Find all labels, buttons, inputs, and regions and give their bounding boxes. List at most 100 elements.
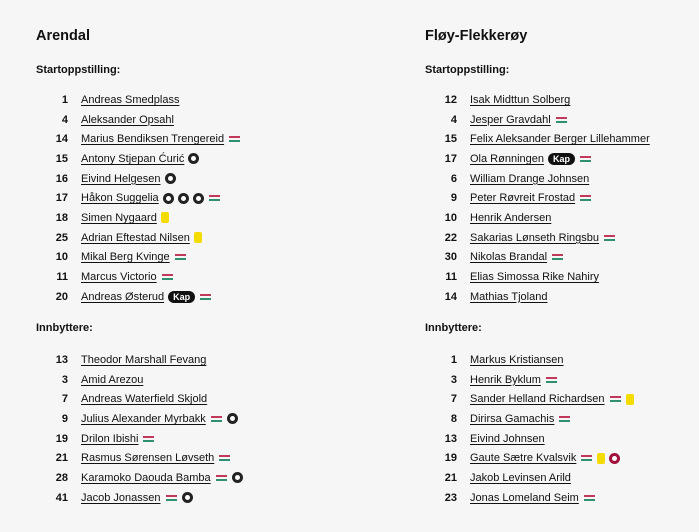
player-link[interactable]: Markus Kristiansen <box>470 353 564 366</box>
shirt-number: 1 <box>450 353 457 366</box>
goal-icon <box>177 192 189 204</box>
starting-lineup-label: Startoppstilling: <box>36 64 121 76</box>
substitution-icon <box>218 454 231 462</box>
player-row: 15 Felix Aleksander Berger Lillehammer <box>425 129 650 149</box>
player-row: 17 Ola Rønningen Kap <box>425 149 650 169</box>
player-row: 19 Gaute Sætre Kvalsvik <box>425 448 634 468</box>
player-link[interactable]: Rasmus Sørensen Løvseth <box>81 452 215 465</box>
player-link[interactable]: Aleksander Opsahl <box>81 113 174 126</box>
player-link[interactable]: Andreas Waterfield Skjold <box>81 393 208 406</box>
player-row: 30 Nikolas Brandal <box>425 248 650 268</box>
shirt-number: 7 <box>61 393 68 406</box>
player-row: 4 Aleksander Opsahl <box>36 110 241 130</box>
player-link[interactable]: Antony Stjepan Ćurić <box>81 152 185 165</box>
player-link[interactable]: Jesper Gravdahl <box>470 113 551 126</box>
player-row: 9 Peter Røvreit Frostad <box>425 188 650 208</box>
substitution-icon <box>210 415 223 423</box>
player-row: 10 Henrik Andersen <box>425 208 650 228</box>
player-link[interactable]: Henrik Andersen <box>470 211 552 224</box>
player-row: 21 Rasmus Sørensen Løvseth <box>36 448 243 468</box>
player-link[interactable]: Gaute Sætre Kvalsvik <box>470 452 577 465</box>
player-link[interactable]: Andreas Smedplass <box>81 93 180 106</box>
substitution-icon <box>551 253 564 261</box>
shirt-number: 14 <box>444 290 457 303</box>
goal-icon <box>188 153 200 165</box>
player-row: 17 Håkon Suggelia <box>36 188 241 208</box>
player-link[interactable]: Mikal Berg Kvinge <box>81 251 170 264</box>
player-link[interactable]: Andreas Østerud <box>81 290 165 303</box>
player-link[interactable]: Sakarias Lønseth Ringsbu <box>470 231 600 244</box>
player-row: 11 Elias Simossa Rike Nahiry <box>425 267 650 287</box>
starting-lineup: 1 Andreas Smedplass 4 Aleksander Opsahl 14 Ma… <box>36 90 241 307</box>
player-link[interactable]: Felix Aleksander Berger Lillehammer <box>470 133 650 146</box>
yellow-card-icon <box>597 452 606 464</box>
player-row: 12 Isak Midttun Solberg <box>425 90 650 110</box>
shirt-number: 23 <box>444 491 457 504</box>
player-link[interactable]: Jacob Jonassen <box>81 491 161 504</box>
goal-icon <box>181 492 193 504</box>
player-row: 6 William Drange Johnsen <box>425 169 650 189</box>
player-link[interactable]: Sander Helland Richardsen <box>470 393 605 406</box>
yellow-card-icon <box>160 212 169 224</box>
player-link[interactable]: Simen Nygaard <box>81 211 157 224</box>
player-link[interactable]: Karamoko Daouda Bamba <box>81 471 211 484</box>
shirt-number: 9 <box>61 412 68 425</box>
player-row: 3 Henrik Byklum <box>425 370 634 390</box>
captain-badge: Kap <box>548 152 576 165</box>
player-row: 8 Dirirsa Gamachis <box>425 409 634 429</box>
player-link[interactable]: Håkon Suggelia <box>81 192 159 205</box>
shirt-number: 15 <box>444 133 457 146</box>
player-link[interactable]: Peter Røvreit Frostad <box>470 192 576 205</box>
substitution-icon <box>208 194 221 202</box>
team-name: Fløy-Flekkerøy <box>425 28 528 44</box>
player-row: 10 Mikal Berg Kvinge <box>36 248 241 268</box>
yellow-card-icon <box>193 232 202 244</box>
player-link[interactable]: Eivind Johnsen <box>470 432 545 445</box>
player-link[interactable]: Jakob Levinsen Arild <box>470 471 571 484</box>
shirt-number: 16 <box>55 172 68 185</box>
player-link[interactable]: Henrik Byklum <box>470 373 541 386</box>
shirt-number: 28 <box>55 471 68 484</box>
player-link[interactable]: Isak Midttun Solberg <box>470 93 571 106</box>
player-link[interactable]: Mathias Tjoland <box>470 290 548 303</box>
player-link[interactable]: Marcus Victorio <box>81 271 157 284</box>
player-link[interactable]: Drilon Ibishi <box>81 432 139 445</box>
player-link[interactable]: Dirirsa Gamachis <box>470 412 555 425</box>
player-row: 16 Eivind Helgesen <box>36 169 241 189</box>
shirt-number: 20 <box>55 290 68 303</box>
substitution-icon <box>555 116 568 124</box>
player-row: 1 Markus Kristiansen <box>425 350 634 370</box>
player-row: 28 Karamoko Daouda Bamba <box>36 468 243 488</box>
player-link[interactable]: Theodor Marshall Fevang <box>81 353 207 366</box>
player-link[interactable]: William Drange Johnsen <box>470 172 590 185</box>
shirt-number: 30 <box>444 251 457 264</box>
shirt-number: 12 <box>444 93 457 106</box>
player-link[interactable]: Marius Bendiksen Trengereid <box>81 133 225 146</box>
substitution-icon <box>545 376 558 384</box>
player-row: 21 Jakob Levinsen Arild <box>425 468 634 488</box>
shirt-number: 19 <box>55 432 68 445</box>
goal-icon <box>162 192 174 204</box>
substitutes-label: Innbyttere: <box>36 322 93 334</box>
substitution-icon <box>174 253 187 261</box>
player-link[interactable]: Eivind Helgesen <box>81 172 161 185</box>
player-link[interactable]: Ola Rønningen <box>470 152 544 165</box>
player-link[interactable]: Julius Alexander Myrbakk <box>81 412 206 425</box>
substitution-icon <box>215 474 228 482</box>
player-link[interactable]: Jonas Lomeland Seim <box>470 491 579 504</box>
starting-lineup: 12 Isak Midttun Solberg 4 Jesper Gravdahl 15… <box>425 90 650 307</box>
shirt-number: 17 <box>55 192 68 205</box>
player-link[interactable]: Amid Arezou <box>81 373 144 386</box>
shirt-number: 1 <box>61 93 68 106</box>
goal-icon <box>192 192 204 204</box>
player-link[interactable]: Nikolas Brandal <box>470 251 548 264</box>
shirt-number: 21 <box>444 471 457 484</box>
shirt-number: 22 <box>444 231 457 244</box>
shirt-number: 21 <box>55 452 68 465</box>
player-row: 4 Jesper Gravdahl <box>425 110 650 130</box>
shirt-number: 4 <box>61 113 68 126</box>
substitution-icon <box>579 155 592 163</box>
player-link[interactable]: Adrian Eftestad Nilsen <box>81 231 190 244</box>
player-link[interactable]: Elias Simossa Rike Nahiry <box>470 271 599 284</box>
shirt-number: 25 <box>55 231 68 244</box>
